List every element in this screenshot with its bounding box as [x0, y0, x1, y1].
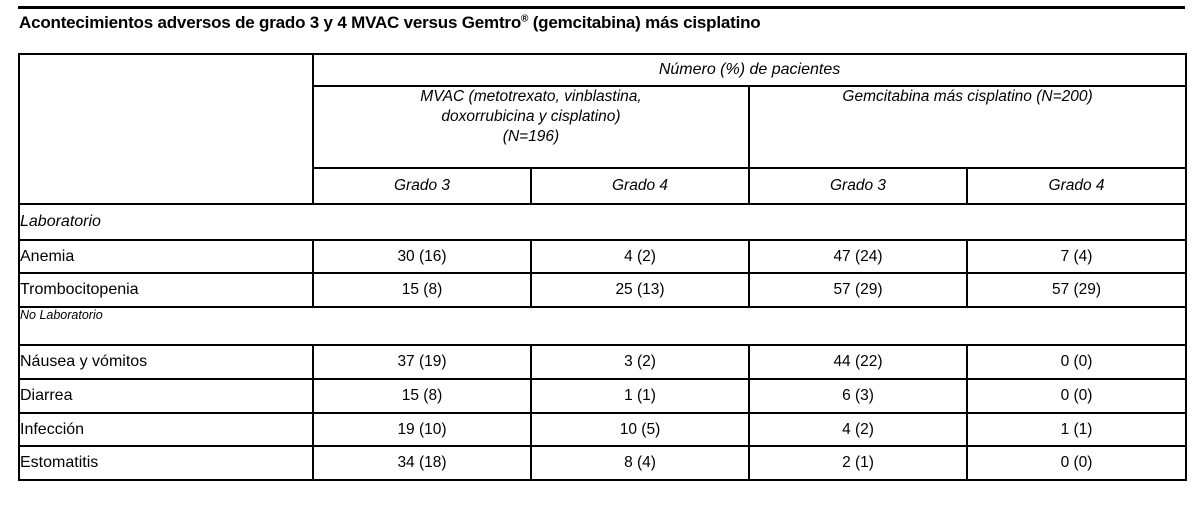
value-cell: 19 (10): [312, 412, 532, 447]
section-label-no-laboratorio: No Laboratorio: [17, 306, 1188, 346]
row-label-diarrea: Diarrea: [18, 378, 314, 414]
header-grade-mvac-3: Grado 3: [312, 167, 532, 205]
value-cell: 34 (18): [312, 445, 532, 481]
value-cell: 3 (2): [530, 344, 750, 380]
page-title-suffix: (gemcitabina) más cisplatino: [528, 13, 761, 32]
header-grade-gem-3: Grado 3: [748, 167, 968, 205]
adverse-events-table: Número (%) de pacientes MVAC (metotrexat…: [17, 53, 1188, 481]
value-cell: 0 (0): [965, 378, 1188, 414]
row-label-infeccion: Infección: [18, 412, 314, 447]
header-number-patients: Número (%) de pacientes: [311, 53, 1188, 87]
value-cell: 15 (8): [312, 378, 532, 414]
value-cell: 4 (2): [748, 412, 968, 447]
header-group-mvac-line2: doxorrubicina y cisplatino): [441, 108, 621, 125]
row-label-trombocitopenia: Trombocitopenia: [18, 272, 314, 308]
table-row: Trombocitopenia 15 (8) 25 (13) 57 (29) 5…: [18, 272, 1188, 308]
table-row: Anemia 30 (16) 4 (2) 47 (24) 7 (4): [18, 239, 1188, 274]
row-label-estomatitis: Estomatitis: [18, 445, 314, 481]
value-cell: 1 (1): [530, 378, 750, 414]
value-cell: 25 (13): [530, 272, 750, 308]
row-label-nausea-vomitos: Náusea y vómitos: [18, 344, 314, 380]
section-row-laboratorio: Laboratorio: [17, 203, 1188, 241]
table-row: Náusea y vómitos 37 (19) 3 (2) 44 (22) 0…: [18, 344, 1188, 380]
header-grade-gem-4: Grado 4: [965, 167, 1188, 205]
section-row-no-laboratorio: No Laboratorio: [17, 306, 1188, 346]
value-cell: 57 (29): [748, 272, 968, 308]
value-cell: 7 (4): [965, 239, 1188, 274]
value-cell: 44 (22): [748, 344, 968, 380]
header-group-mvac: MVAC (metotrexato, vinblastina, doxorrub…: [312, 85, 750, 169]
corner-cell: [18, 53, 314, 205]
table-row: Infección 19 (10) 10 (5) 4 (2) 1 (1): [18, 412, 1188, 447]
value-cell: 47 (24): [748, 239, 968, 274]
table-row: Estomatitis 34 (18) 8 (4) 2 (1) 0 (0): [18, 445, 1188, 481]
header-group-gemcitabina: Gemcitabina más cisplatino (N=200): [747, 85, 1188, 169]
registered-trademark-symbol: ®: [521, 13, 529, 25]
table-row: Diarrea 15 (8) 1 (1) 6 (3) 0 (0): [18, 378, 1188, 414]
header-grade-mvac-4: Grado 4: [530, 167, 750, 205]
page-title-text: Acontecimientos adversos de grado 3 y 4 …: [19, 13, 522, 32]
table-header-row-grades: Grado 3 Grado 4 Grado 3 Grado 4: [19, 167, 1188, 205]
section-label-laboratorio: Laboratorio: [17, 203, 1188, 241]
value-cell: 1 (1): [965, 412, 1188, 447]
value-cell: 4 (2): [530, 239, 750, 274]
table-header-row-patients: Número (%) de pacientes: [18, 53, 1188, 205]
top-rule-divider: [18, 6, 1185, 9]
value-cell: 37 (19): [312, 344, 532, 380]
table-header-row-groups: MVAC (metotrexato, vinblastina, doxorrub…: [19, 85, 1188, 169]
page-title: Acontecimientos adversos de grado 3 y 4 …: [19, 13, 761, 33]
value-cell: 8 (4): [530, 445, 750, 481]
value-cell: 57 (29): [965, 272, 1188, 308]
value-cell: 0 (0): [965, 344, 1188, 380]
value-cell: 2 (1): [748, 445, 968, 481]
header-group-mvac-line1: MVAC (metotrexato, vinblastina,: [420, 88, 642, 105]
header-group-mvac-line3: (N=196): [502, 128, 560, 145]
value-cell: 10 (5): [530, 412, 750, 447]
value-cell: 30 (16): [312, 239, 532, 274]
row-label-anemia: Anemia: [18, 239, 314, 274]
value-cell: 6 (3): [748, 378, 968, 414]
value-cell: 0 (0): [965, 445, 1188, 481]
value-cell: 15 (8): [312, 272, 532, 308]
